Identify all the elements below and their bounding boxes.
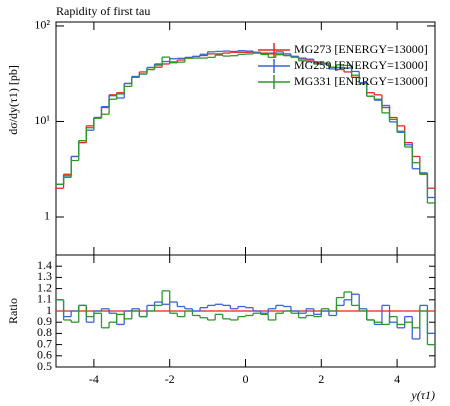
- ratio-y-tick-label: 1.3: [37, 269, 52, 283]
- ratio-axis-label: Ratio: [6, 298, 20, 324]
- chart-title: Rapidity of first tau: [56, 4, 150, 18]
- ratio-y-tick-label: 0.8: [37, 325, 52, 339]
- x-tick-label: -2: [165, 372, 175, 386]
- x-axis-label: y(τ1): [410, 388, 435, 402]
- legend-label: MG273 [ENERGY=13000]: [294, 42, 428, 56]
- y-axis-label: dσ/dy(τ1) [pb]: [6, 65, 20, 135]
- ratio-y-tick-label: 1.2: [37, 280, 52, 294]
- legend-label: MG259 [ENERGY=13000]: [294, 58, 428, 72]
- x-tick-label: -4: [89, 372, 99, 386]
- ratio-y-tick-label: 1.1: [37, 292, 52, 306]
- ratio-y-tick-label: 0.9: [37, 314, 52, 328]
- y-tick-label: 10²: [34, 18, 50, 32]
- x-tick-label: 4: [394, 372, 400, 386]
- ratio-y-tick-label: 0.7: [37, 336, 52, 350]
- ratio-y-tick-label: 1: [46, 303, 52, 317]
- x-tick-label: 0: [243, 372, 249, 386]
- y-tick-label: 10¹: [34, 113, 50, 127]
- x-tick-label: 2: [318, 372, 324, 386]
- ratio-y-tick-label: 0.6: [37, 348, 52, 362]
- y-tick-label: 1: [44, 209, 50, 223]
- ratio-y-tick-label: 0.5: [37, 359, 52, 373]
- ratio-y-tick-label: 1.4: [37, 258, 52, 272]
- legend-label: MG331 [ENERGY=13000]: [294, 74, 428, 88]
